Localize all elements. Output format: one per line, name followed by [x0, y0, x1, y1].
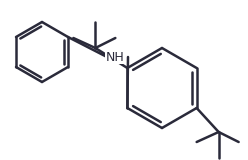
- Text: NH: NH: [106, 51, 124, 64]
